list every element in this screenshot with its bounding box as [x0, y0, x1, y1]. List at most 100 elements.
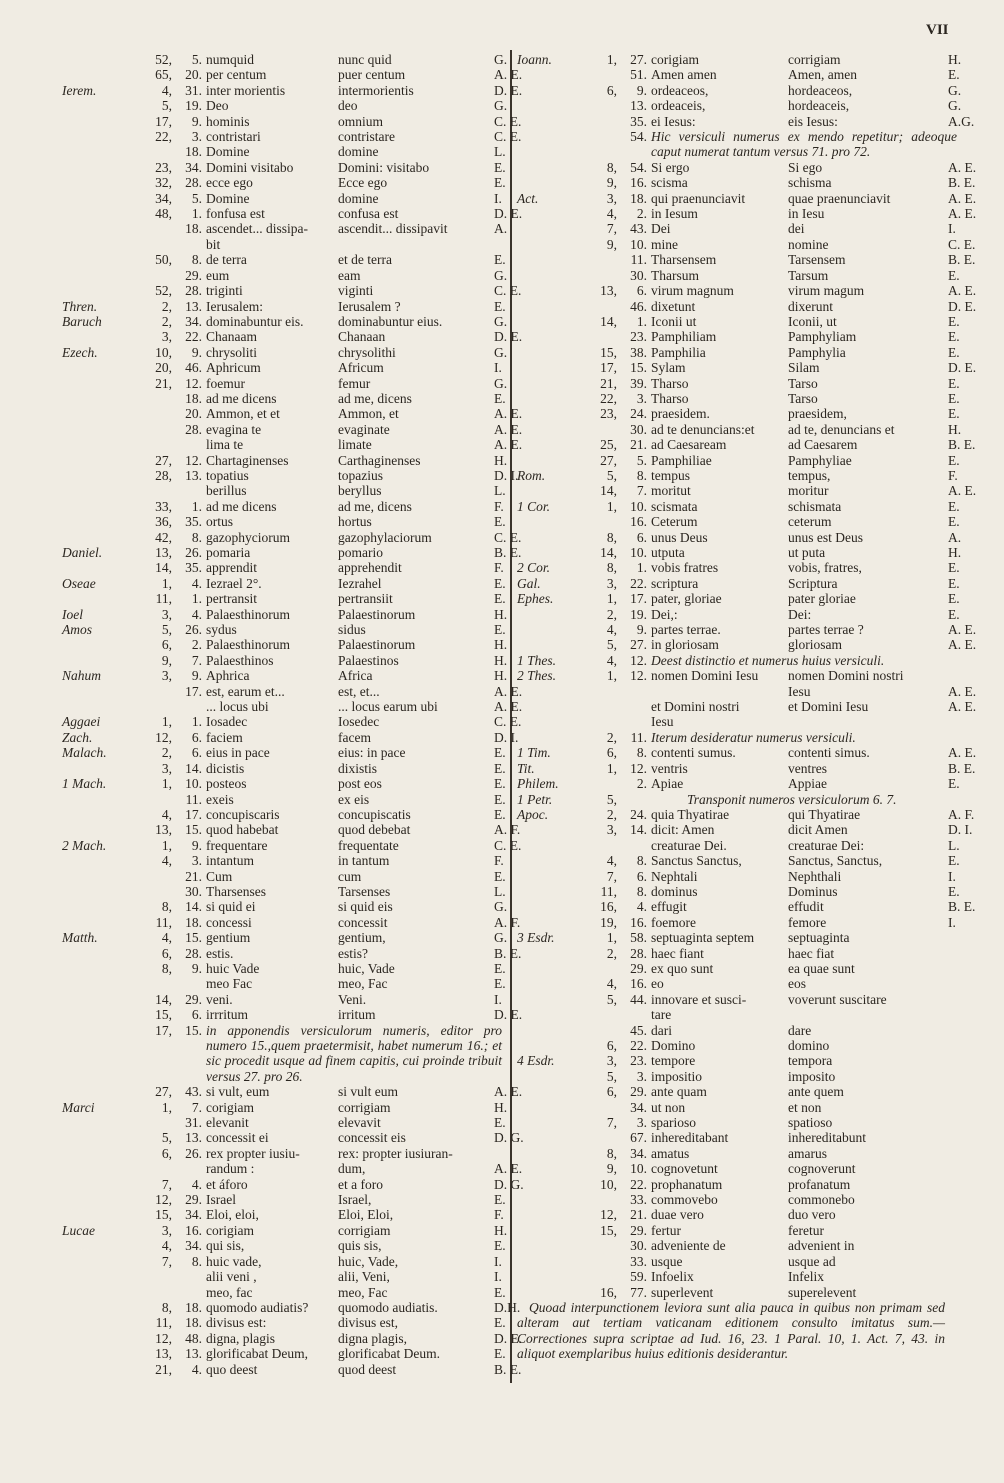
corrected-reading: Appiae	[788, 776, 827, 792]
erroneous-reading: prophanatum	[651, 1176, 723, 1192]
erroneous-reading: ordeaceos,	[651, 82, 709, 98]
corrected-reading: hordeaceis,	[788, 98, 850, 114]
sigla: D. E.	[494, 1330, 523, 1346]
corrected-reading: contristare	[338, 129, 395, 145]
verse-number: 31.	[185, 1115, 202, 1131]
erroneous-reading: glorificabat Deum,	[206, 1346, 308, 1362]
chapter-number	[575, 1238, 617, 1253]
book-name	[62, 453, 124, 468]
sigla: D. E.	[494, 82, 523, 98]
book-name	[517, 345, 575, 360]
sigla: A. E.	[948, 699, 977, 715]
erroneous-reading: huic vade,	[206, 1253, 262, 1269]
book-name	[62, 206, 124, 221]
chapter-number: 3,	[606, 1053, 617, 1069]
corrected-reading: Tarsum	[788, 267, 829, 283]
verse-number: 29.	[185, 991, 202, 1007]
sigla: A. F.	[948, 806, 975, 822]
sigla: E.	[494, 1115, 506, 1131]
page-number: VII	[926, 22, 949, 38]
corrected-reading: concupiscatis	[338, 806, 411, 822]
sigla: A. E.	[948, 622, 977, 638]
corrected-reading: elevavit	[338, 1115, 381, 1131]
chapter-number	[124, 884, 172, 899]
chapter-number: 48,	[155, 206, 172, 222]
erroneous-reading: bit	[206, 236, 221, 252]
verse-number: 2.	[636, 776, 647, 792]
sigla: E.	[494, 791, 506, 807]
verse-number: 8.	[636, 745, 647, 761]
chapter-number: 3,	[606, 190, 617, 206]
corrected-reading: Iconii, ut	[788, 313, 837, 329]
chapter-number: 11,	[155, 914, 172, 930]
book-name	[62, 437, 124, 452]
corrected-reading: Palaestinos	[338, 652, 399, 668]
errata-row: 23. Pamphiliam Pamphyliam E.	[517, 329, 960, 344]
verse-number: 13.	[185, 1346, 202, 1362]
book-name	[62, 160, 124, 175]
verse-number: 24.	[630, 806, 647, 822]
book-name	[62, 591, 124, 606]
sigla: L.	[948, 837, 960, 853]
book-name	[517, 1100, 575, 1115]
verse-number: 18.	[185, 144, 202, 160]
book-name	[62, 67, 124, 82]
chapter-number: 14,	[155, 560, 172, 576]
book-name	[517, 1007, 575, 1022]
sigla: G.	[494, 930, 508, 946]
verse-number: 3.	[191, 129, 202, 145]
sigla: E.	[948, 560, 960, 576]
erroneous-reading: quod habebat	[206, 822, 279, 838]
erroneous-reading: quia Thyatirae	[651, 806, 730, 822]
erroneous-reading: concupiscaris	[206, 806, 280, 822]
erroneous-reading: vobis fratres	[651, 560, 719, 576]
verse-number: 7.	[636, 483, 647, 499]
erroneous-reading: Deo	[206, 98, 229, 114]
sigla: H.	[494, 652, 508, 668]
book-name	[517, 129, 575, 160]
erroneous-reading: sydus	[206, 622, 237, 638]
errata-row: 18. ad me dicens ad me, dicens E.	[62, 391, 506, 406]
verse-number	[172, 237, 206, 252]
chapter-number: 4,	[606, 622, 617, 638]
erroneous-reading: huic Vade	[206, 960, 260, 976]
chapter-number: 16,	[600, 899, 617, 915]
corrected-reading: domine	[338, 190, 379, 206]
sigla: E.	[948, 575, 960, 591]
errata-row: 33. commovebo commonebo	[517, 1192, 957, 1207]
verse-number: 3.	[636, 1068, 647, 1084]
chapter-number: 6,	[606, 1038, 617, 1053]
errata-row: Ioann. 1, 27. corigiam corrigiam H.	[517, 52, 961, 67]
corrected-reading: unus est Deus	[788, 529, 863, 545]
errata-row: 34, 5. Domine domine I.	[62, 191, 502, 206]
errata-row: 22, 3. Tharso Tarso E.	[517, 391, 960, 406]
book-name: Lucae	[62, 1222, 95, 1238]
verse-number: 16.	[630, 514, 647, 530]
verse-number: 18.	[185, 1299, 202, 1315]
book-name	[62, 653, 124, 668]
errata-row: 8, 34. amatus amarus	[517, 1146, 957, 1161]
erroneous-reading: Domine	[206, 144, 250, 160]
erroneous-reading: mine	[651, 236, 678, 252]
erroneous-reading: Aphricum	[206, 360, 261, 376]
errata-row: 20. Ammon, et et Ammon, et A. E.	[62, 406, 522, 421]
verse-number: 30.	[630, 267, 647, 283]
errata-row: 1 Tim. 6, 8. contenti sumus. contenti simus.…	[517, 745, 976, 761]
verse-number: 8.	[191, 529, 202, 545]
corrected-reading: Iosedec	[338, 714, 380, 730]
book-name	[517, 1223, 575, 1238]
chapter-number: 7,	[606, 221, 617, 237]
verse-number: 5.	[191, 52, 202, 67]
erroneous-reading: corigiam	[206, 1099, 254, 1115]
erroneous-reading: ad Caesaream	[651, 437, 727, 453]
chapter-number: 3,	[606, 575, 617, 591]
chapter-number: 1,	[606, 52, 617, 67]
verse-number: 43.	[185, 1084, 202, 1100]
chapter-number: 14,	[600, 313, 617, 329]
chapter-number: 3,	[161, 668, 172, 684]
erroneous-reading: usque	[651, 1253, 683, 1269]
errata-row: 28. evagina te evaginate A. E.	[62, 422, 522, 437]
erroneous-reading: dicit: Amen	[651, 822, 715, 838]
sigla: H.	[494, 452, 508, 468]
chapter-number: 3,	[161, 1222, 172, 1238]
